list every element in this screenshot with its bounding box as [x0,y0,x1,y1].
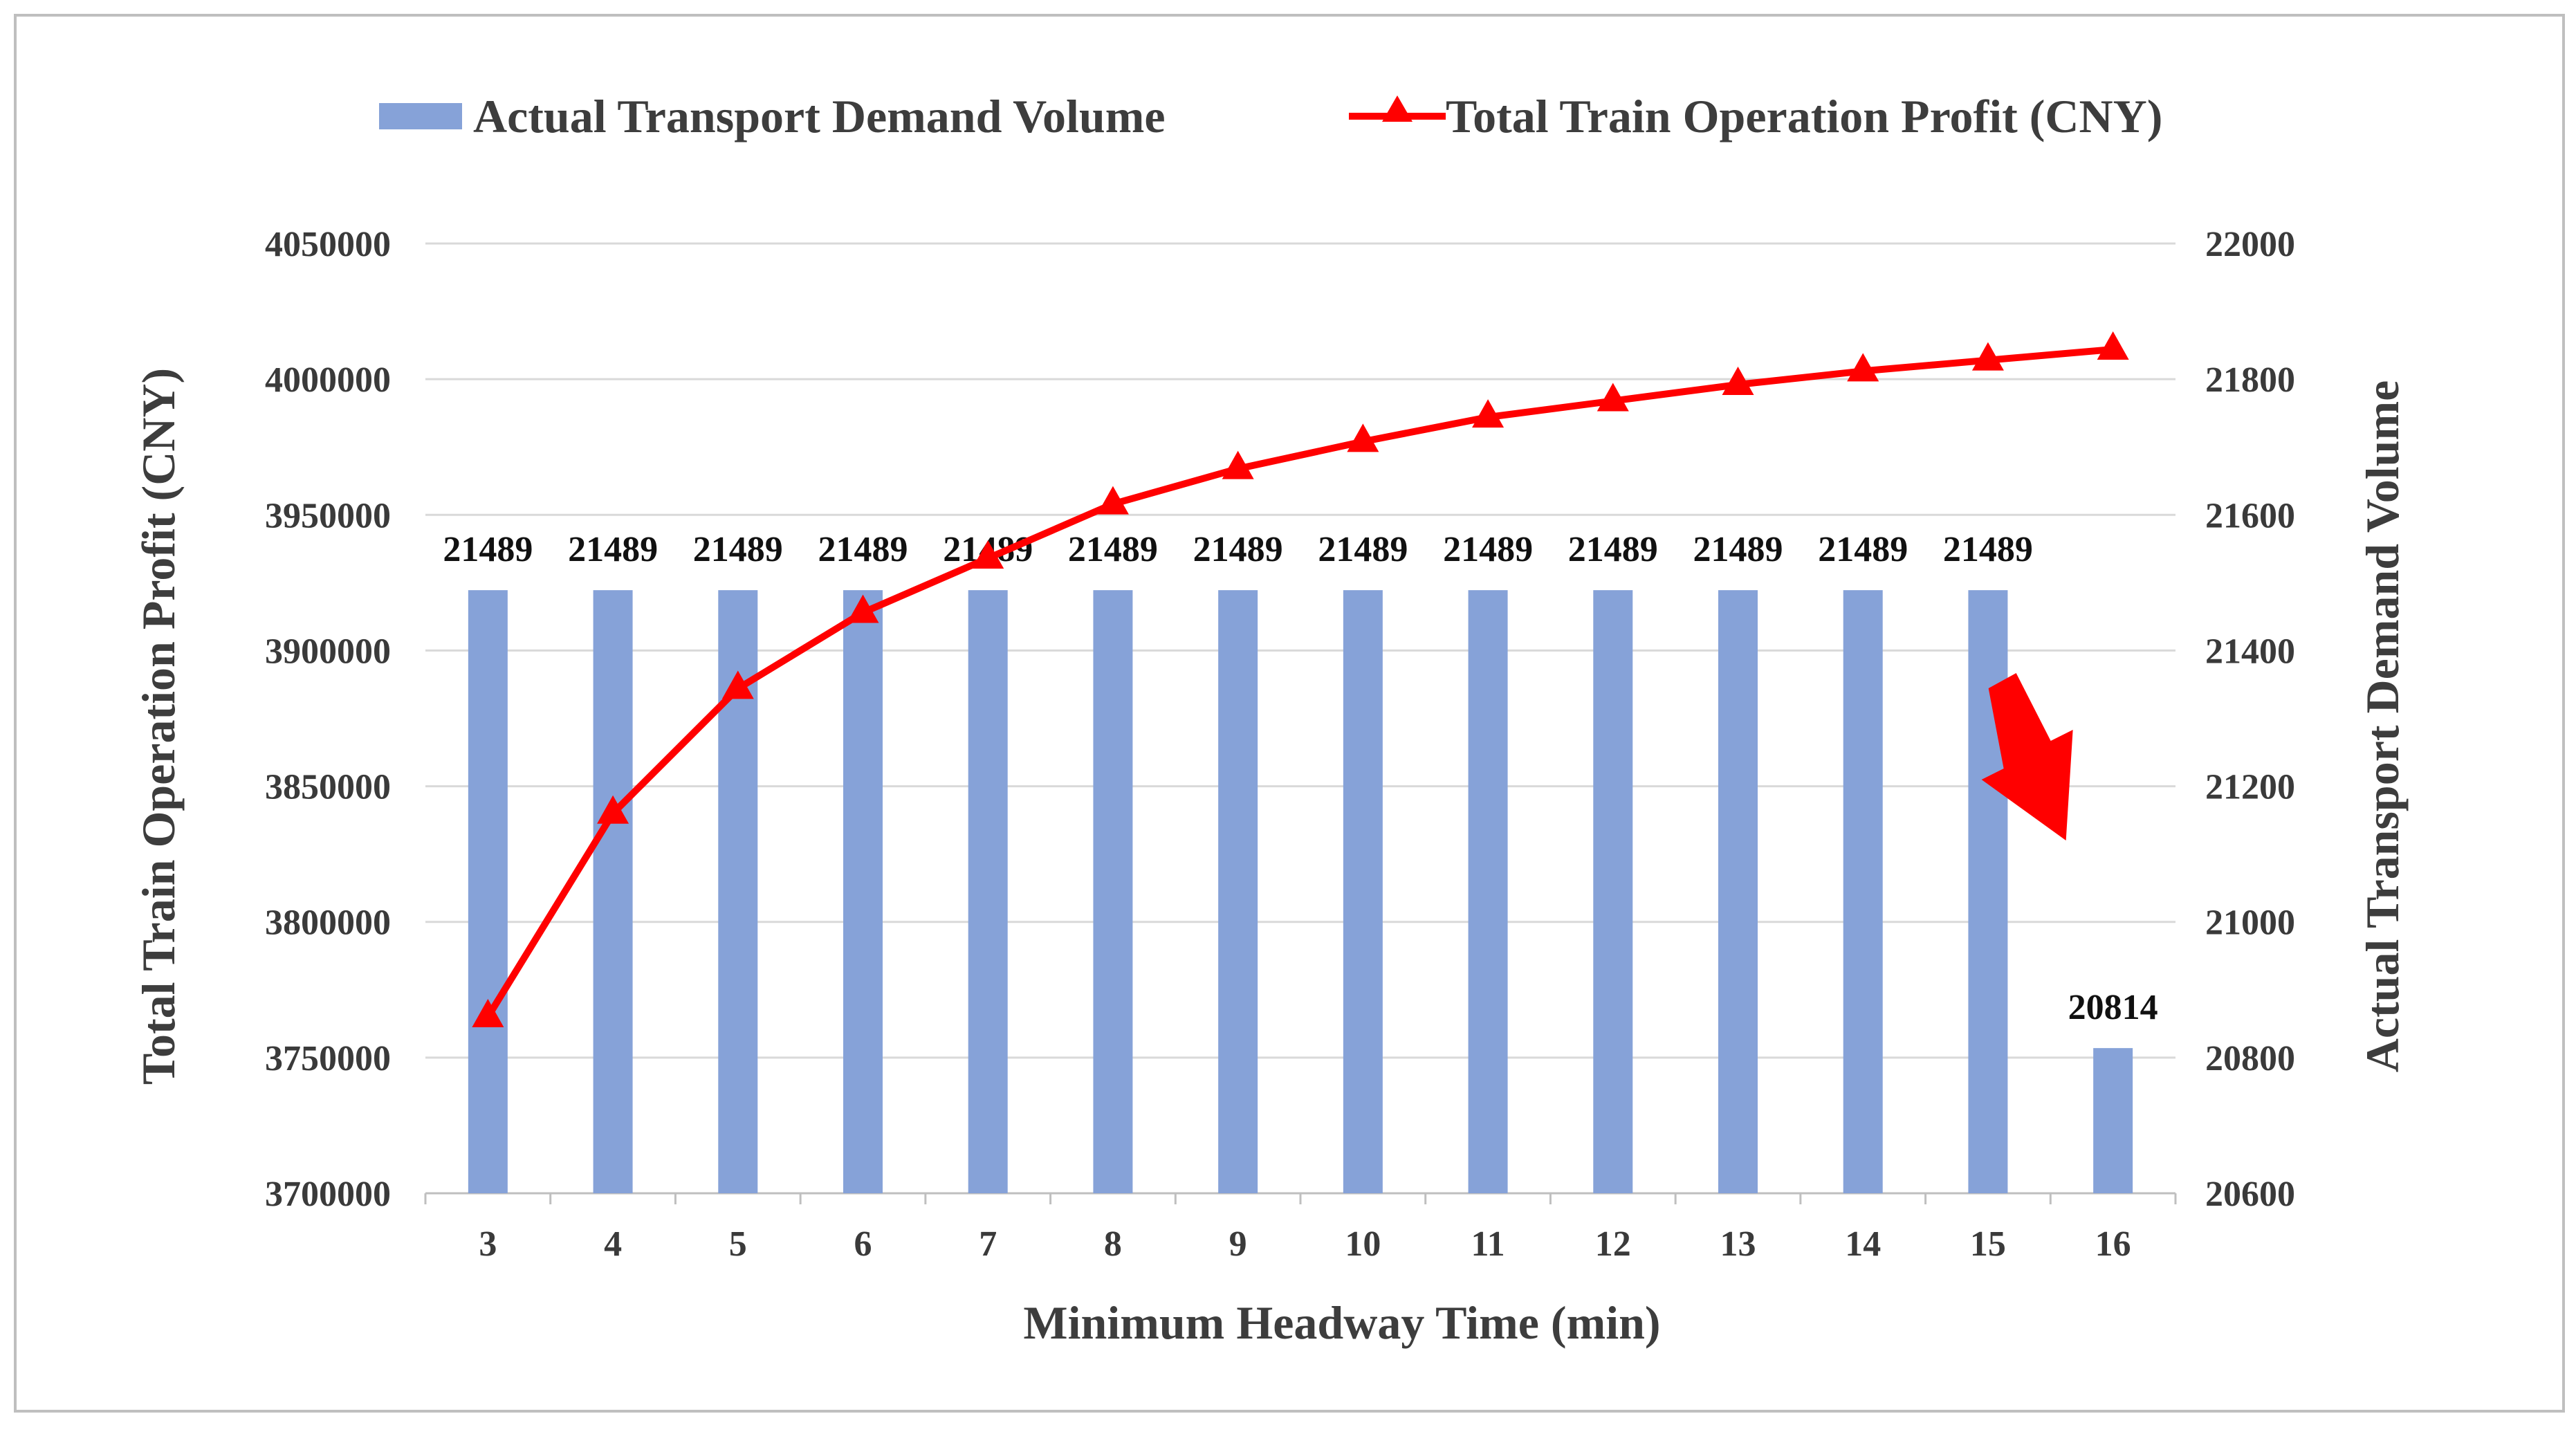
y-left-tick-label: 3700000 [265,1175,391,1214]
x-tick-label: 6 [854,1224,872,1264]
x-axis-title: Minimum Headway Time (min) [1023,1296,1660,1349]
bar-data-label: 21489 [443,530,533,569]
y-left-tick-label: 4000000 [265,360,391,400]
bar [1093,590,1133,1193]
y-right-tick-label: 22000 [2205,225,2295,264]
bar [593,590,633,1193]
profit-point-marker [597,795,629,824]
x-tick-label: 15 [1970,1224,2006,1264]
x-tick-label: 5 [729,1224,747,1264]
profit-point-marker [1347,423,1379,452]
bar [1718,590,1758,1193]
profit-point-marker [1597,383,1629,412]
y-right-axis-title: Actual Transport Demand Volume [2356,380,2409,1073]
y-axis-right: 20600 20800 21000 21200 21400 21600 21800 22000 [2205,225,2295,1214]
x-axis: 3 4 5 6 7 8 9 10 11 12 13 14 15 16 [424,1193,2177,1264]
x-tick-label: 8 [1104,1224,1122,1264]
bar-data-label: 21489 [1818,530,1908,569]
bar-data-label: 21489 [1193,530,1283,569]
y-right-tick-label: 20800 [2205,1039,2295,1078]
legend: Actual Transport Demand Volume Total Tra… [379,90,2162,143]
bar-data-label: 21489 [1443,530,1533,569]
bar [1593,590,1633,1193]
y-right-tick-label: 21400 [2205,632,2295,671]
legend-item-profit: Total Train Operation Profit (CNY) [1446,90,2162,143]
y-right-tick-label: 21600 [2205,496,2295,535]
line-series [472,331,2129,1028]
bar [1968,590,2008,1193]
bar [1468,590,1508,1193]
x-tick-label: 3 [479,1224,497,1264]
bar-series [468,590,2133,1193]
grid-lines [425,242,2175,1195]
profit-point-marker [1722,366,1754,395]
y-right-tick-label: 21200 [2205,768,2295,807]
profit-point-marker [721,670,754,699]
y-left-axis-title: Total Train Operation Profit (CNY) [132,368,185,1085]
bar-data-labels: 21489 21489 21489 21489 21489 21489 21489 21489… [443,530,2158,1027]
x-tick-label: 13 [1720,1224,1756,1264]
profit-point-marker [1971,342,2004,371]
profit-point-marker [1222,450,1254,479]
legend-bar-swatch [379,103,462,129]
y-axis-left: 3700000 3750000 3800000 3850000 3900000 39500… [265,225,391,1214]
y-right-tick-label: 21800 [2205,360,2295,400]
y-left-tick-label: 3750000 [265,1039,391,1078]
bar-data-label: 21489 [1943,530,2033,569]
profit-line [485,346,2114,1019]
bar [468,590,508,1193]
bar [1218,590,1258,1193]
bar-data-label: 21489 [1068,530,1158,569]
y-right-tick-label: 20600 [2205,1175,2295,1214]
bar [968,590,1008,1193]
bar [843,590,883,1193]
bar-data-label: 21489 [1568,530,1658,569]
bar [1343,590,1383,1193]
y-left-tick-label: 3850000 [265,768,391,807]
legend-item-demand: Actual Transport Demand Volume [473,90,1166,143]
legend-triangle-marker [1382,95,1413,122]
bar-data-label: 20814 [2068,988,2158,1027]
bar-data-label: 21489 [568,530,658,569]
x-tick-label: 7 [979,1224,997,1264]
bar-data-label: 21489 [693,530,783,569]
x-tick-label: 9 [1229,1224,1247,1264]
bar-data-label: 21489 [818,530,908,569]
profit-point-marker [1472,399,1505,428]
profit-point-marker [1847,353,1879,382]
trend-arrow-annotation [1981,673,2073,840]
profit-point-marker [972,540,1004,569]
x-tick-label: 4 [604,1224,622,1264]
profit-point-marker [472,999,504,1028]
y-right-tick-label: 21000 [2205,903,2295,943]
profit-point-marker [1096,486,1129,515]
profit-point-marker [847,594,879,623]
x-tick-label: 12 [1595,1224,1631,1264]
y-left-tick-label: 4050000 [265,225,391,264]
x-tick-label: 14 [1845,1224,1881,1264]
trend-arrow [1981,673,2073,840]
x-tick-label: 16 [2095,1224,2131,1264]
bar-data-label: 21489 [1693,530,1783,569]
bar [2093,1048,2133,1193]
y-left-tick-label: 3900000 [265,632,391,671]
bar-data-label: 21489 [1318,530,1408,569]
y-left-tick-label: 3950000 [265,496,391,535]
chart-frame [14,14,2565,1413]
x-tick-label: 10 [1345,1224,1381,1264]
y-left-tick-label: 3800000 [265,903,391,943]
bar [1843,590,1883,1193]
x-tick-label: 11 [1471,1224,1505,1264]
profit-point-marker [2097,331,2129,360]
